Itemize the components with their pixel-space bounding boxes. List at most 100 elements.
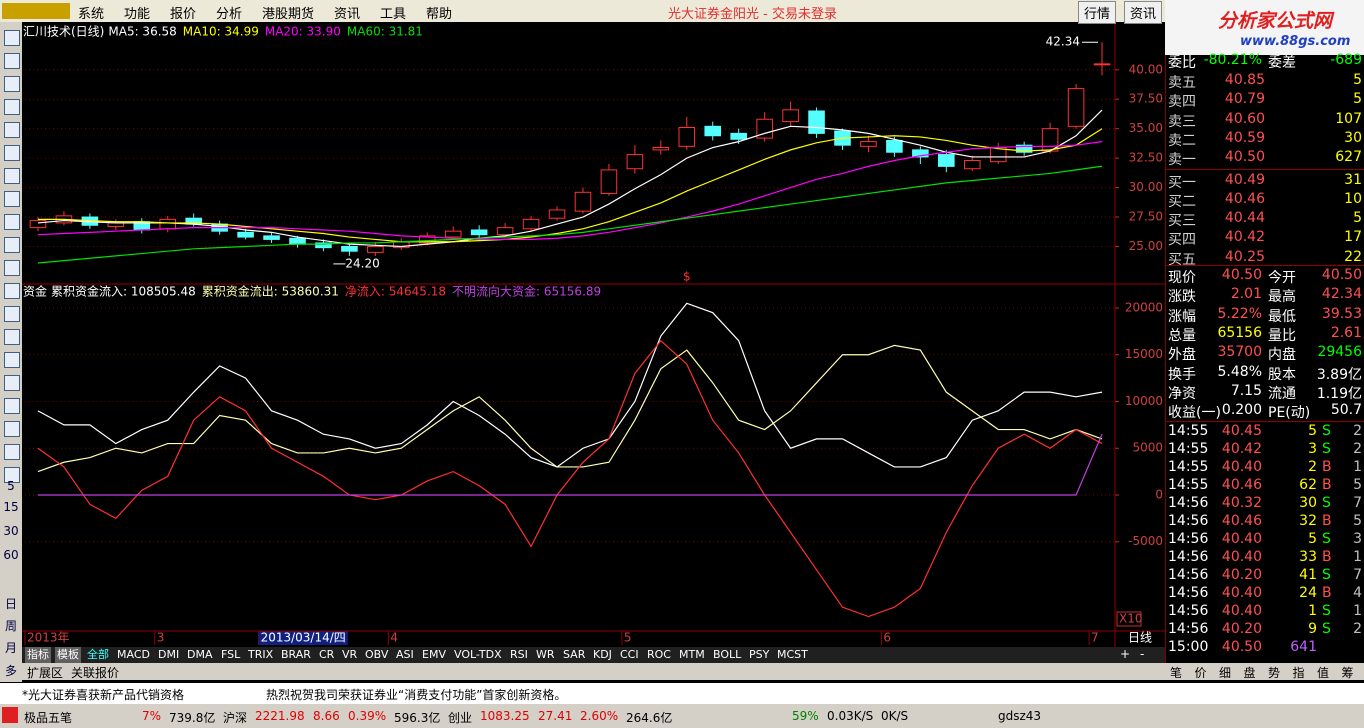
tool-icon[interactable]	[4, 53, 20, 69]
top-button[interactable]: 资讯	[1124, 1, 1163, 24]
indicator-tab[interactable]: 全部	[87, 648, 109, 661]
indicator-tab[interactable]: TRIX	[248, 648, 274, 661]
tool-icon[interactable]	[4, 352, 20, 368]
indicator-tab[interactable]: ROC	[647, 648, 671, 661]
indicator-tab[interactable]: WR	[536, 648, 555, 661]
menu-item[interactable]: 工具	[380, 7, 407, 22]
period-button[interactable]: 30	[3, 524, 19, 538]
indicator-tab[interactable]: ASI	[396, 648, 414, 661]
period-button[interactable]: 60	[3, 548, 19, 562]
menu-item[interactable]: 分析	[216, 7, 243, 22]
indicator-tab[interactable]: CR	[319, 648, 335, 661]
indicator-tab[interactable]: CCI	[620, 648, 639, 661]
tool-icon[interactable]	[4, 421, 20, 437]
ticker-text[interactable]: *光大证券喜获新产品代销资格	[22, 688, 185, 702]
indicator-tab[interactable]: DMI	[158, 648, 180, 661]
menu-item[interactable]: 功能	[124, 7, 151, 22]
status-item: 创业	[448, 711, 473, 725]
trade-price: 40.46	[1221, 477, 1262, 493]
tool-icon[interactable]	[4, 306, 20, 322]
y-tick-label: 25.00	[1129, 239, 1163, 253]
quote-tab[interactable]: 指	[1292, 666, 1305, 680]
candle-body	[470, 229, 488, 236]
book-volume: 30	[1344, 129, 1362, 146]
candle-body	[159, 218, 177, 230]
indicator-tab[interactable]: SAR	[563, 648, 586, 661]
indicator-tab[interactable]: BOLL	[713, 648, 742, 661]
quote-tab[interactable]: 细	[1219, 666, 1232, 680]
candle-body	[1093, 63, 1111, 66]
book-volume: 10	[1344, 190, 1362, 207]
period-button[interactable]: 多	[4, 664, 17, 678]
stat-label: 收益(一)	[1168, 405, 1221, 422]
period-button[interactable]: 5	[7, 479, 15, 493]
zoom-out[interactable]: -	[1140, 647, 1145, 661]
indicator-tab[interactable]: BRAR	[281, 648, 311, 661]
quote-tab[interactable]: 值	[1317, 666, 1330, 680]
series-line	[37, 109, 1103, 248]
quote-tab[interactable]: 笔	[1170, 666, 1183, 680]
tool-icon[interactable]	[4, 168, 20, 184]
indicator-tab[interactable]: VR	[342, 648, 358, 661]
tool-icon[interactable]	[4, 191, 20, 207]
indicator-tab[interactable]: MTM	[679, 648, 705, 661]
quote-tab[interactable]: 盘	[1243, 666, 1256, 680]
menu-item[interactable]: 系统	[78, 7, 105, 22]
tool-icon[interactable]	[4, 375, 20, 391]
indicator-tab[interactable]: 模板	[55, 647, 81, 663]
book-volume: 627	[1335, 149, 1362, 166]
indicator-tab[interactable]: RSI	[510, 648, 528, 661]
period-button[interactable]: 日	[4, 597, 17, 611]
tool-icon[interactable]	[4, 329, 20, 345]
zoom-in[interactable]: +	[1120, 647, 1131, 661]
tool-icon[interactable]	[4, 76, 20, 92]
quote-tab[interactable]: 价	[1194, 666, 1207, 680]
indicator-tab[interactable]: 指标	[25, 647, 51, 663]
series-line	[37, 339, 1103, 618]
menu-item[interactable]: 资讯	[334, 7, 361, 22]
stat-label: PE(动)	[1268, 405, 1311, 422]
candle-body	[1067, 88, 1085, 127]
indicator-tab[interactable]: EMV	[422, 648, 446, 661]
period-button[interactable]: 15	[3, 500, 19, 514]
indicator-tab[interactable]: MCST	[777, 648, 808, 661]
indicator-tab[interactable]: VOL-TDX	[454, 648, 502, 661]
indicator-tab[interactable]: PSY	[749, 648, 770, 661]
tool-icon[interactable]	[4, 260, 20, 276]
tool-icon[interactable]	[4, 467, 20, 483]
indicator-tab[interactable]: KDJ	[593, 648, 612, 661]
tool-icon[interactable]	[4, 99, 20, 115]
top-button[interactable]: 行情	[1078, 1, 1117, 24]
status-item: 596.3亿	[394, 711, 441, 725]
tool-icon[interactable]	[4, 237, 20, 253]
trade-side: B	[1322, 459, 1332, 475]
ext-tab[interactable]: 扩展区	[27, 666, 64, 680]
menu-item[interactable]: 港股期货	[262, 7, 315, 22]
trade-price: 40.46	[1221, 513, 1262, 529]
status-bar	[0, 704, 1364, 728]
trade-time: 14:56	[1168, 495, 1209, 511]
indicator-tab[interactable]: FSL	[221, 648, 241, 661]
tool-icon[interactable]	[4, 145, 20, 161]
tool-icon[interactable]	[4, 398, 20, 414]
indicator-tab[interactable]: DMA	[187, 648, 213, 661]
tool-icon[interactable]	[4, 444, 20, 460]
indicator-tab[interactable]: OBV	[365, 648, 389, 661]
quote-tab[interactable]: 筹	[1341, 666, 1354, 680]
stat-value: 5.22%	[1217, 305, 1262, 322]
period-button[interactable]: 周	[4, 619, 17, 633]
indicator-tab[interactable]: MACD	[117, 648, 150, 661]
tool-icon[interactable]	[4, 214, 20, 230]
period-button[interactable]: 月	[4, 641, 17, 655]
quote-tab[interactable]: 势	[1268, 666, 1281, 680]
tool-icon[interactable]	[4, 283, 20, 299]
tool-icon[interactable]	[4, 30, 20, 46]
tool-icon[interactable]	[4, 122, 20, 138]
ticker-text[interactable]: 热烈祝贺我司荣获证券业“消费支付功能”首家创新资格。	[266, 688, 567, 702]
stat-value: 2.61	[1330, 324, 1362, 341]
candle-body	[886, 139, 903, 153]
menu-item[interactable]: 帮助	[426, 7, 453, 22]
ext-tab[interactable]: 关联报价	[71, 666, 120, 680]
menu-item[interactable]: 报价	[170, 7, 197, 22]
menu-bar	[0, 0, 1364, 22]
